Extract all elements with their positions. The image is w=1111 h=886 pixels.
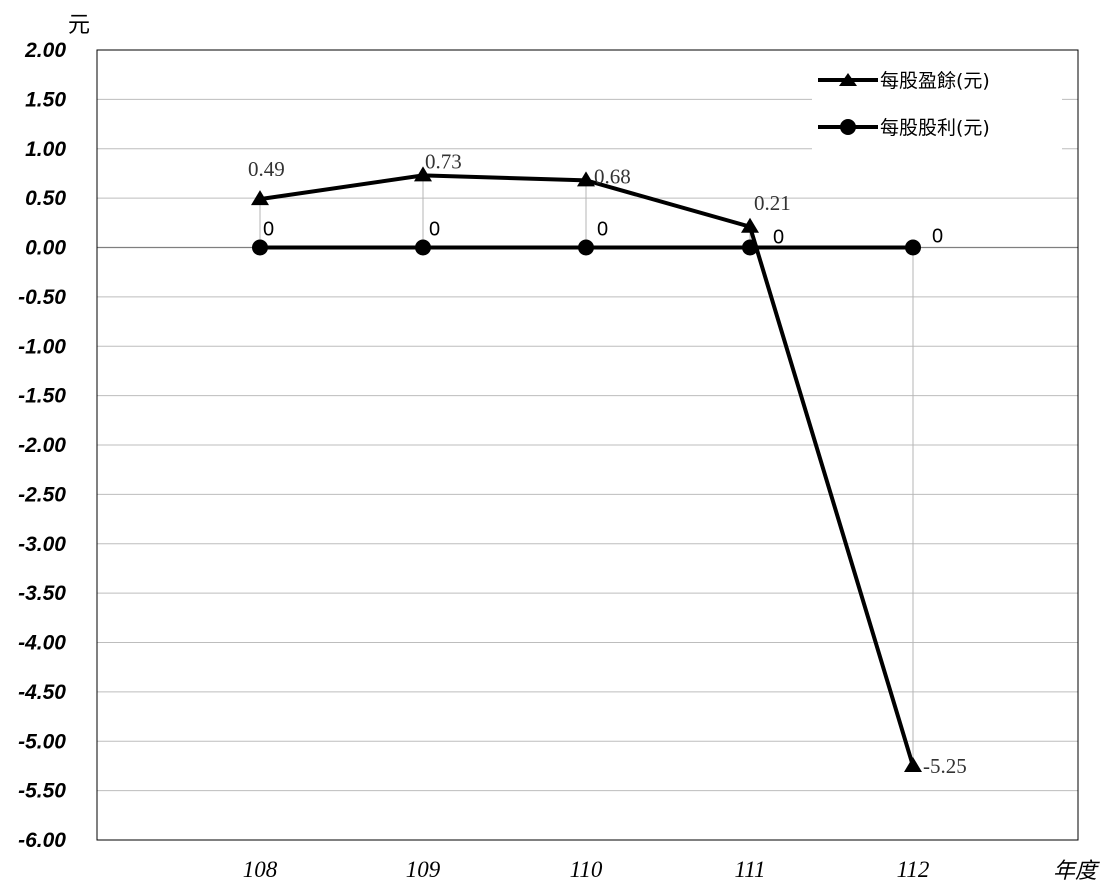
y-tick-label: -2.50: [18, 483, 66, 506]
legend-div-marker: [840, 119, 856, 135]
y-tick-label: -4.00: [18, 632, 66, 655]
y-tick-label: -2.00: [18, 434, 66, 457]
y-tick-label: 2.00: [24, 39, 66, 62]
x-axis-unit: 年度: [1053, 859, 1100, 884]
series-eps-point: [741, 217, 759, 233]
dividend-data-label: 0: [597, 219, 608, 241]
y-tick-label: -6.00: [18, 829, 66, 852]
dividend-data-label: 0: [773, 227, 784, 249]
series-dividend-point: [905, 239, 921, 256]
eps-data-label: 0.49: [248, 157, 285, 181]
drop-lines: [259, 175, 914, 766]
series-eps-point: [414, 166, 432, 182]
y-tick-label: -3.00: [18, 533, 66, 556]
legend-eps-label: 每股盈餘(元): [880, 70, 990, 92]
x-tick-label: 112: [897, 857, 930, 882]
y-tick-labels: 2.00 1.50 1.00 0.50 0.00 -0.50 -1.00 -1.50 -2.00…: [18, 39, 66, 852]
series-eps-point: [577, 171, 595, 187]
eps-data-label: -5.25: [923, 754, 967, 778]
x-tick-label: 110: [570, 857, 603, 882]
eps-data-label: 0.21: [754, 191, 791, 215]
x-tick-label: 111: [734, 857, 765, 882]
dividend-data-label: 0: [263, 219, 274, 241]
y-tick-label: -5.50: [18, 780, 66, 803]
dividend-data-label: 0: [932, 226, 943, 248]
y-tick-label: -5.00: [18, 730, 66, 753]
series-dividend-point: [252, 239, 268, 256]
plot-frame: [96, 49, 1079, 841]
legend-box: [812, 58, 1062, 160]
x-tick-label: 108: [243, 857, 278, 882]
series-dividend-point: [578, 239, 594, 256]
y-tick-label: -1.00: [18, 335, 66, 358]
y-tick-label: 1.50: [25, 88, 66, 111]
y-tick-label: -3.50: [18, 582, 66, 605]
legend-eps-marker: [839, 73, 857, 86]
y-tick-label: 1.00: [25, 138, 66, 161]
y-tick-label: -0.50: [18, 286, 66, 309]
eps-data-label: 0.68: [594, 164, 631, 188]
series-eps-line: [259, 173, 915, 767]
series-dividend-point: [415, 239, 431, 256]
y-tick-label: 0.00: [25, 237, 66, 260]
y-tick-label: 0.50: [25, 187, 66, 210]
series-eps-point: [251, 190, 269, 206]
y-tick-label: -4.50: [18, 681, 66, 704]
dividend-data-label: 0: [429, 219, 440, 241]
x-tick-label: 109: [406, 857, 441, 882]
y-axis-unit: 元: [68, 13, 90, 38]
legend-div-label: 每股股利(元): [880, 117, 990, 139]
x-tick-labels: 108 109 110 111 112: [243, 857, 930, 882]
y-tick-label: -1.50: [18, 385, 66, 408]
series-layer: 0.49 0.73 0.68 0.21 -5.25 0 0 0 0 0: [248, 149, 967, 778]
series-eps-point: [904, 756, 922, 772]
legend: 每股盈餘(元) 每股股利(元): [812, 58, 1062, 160]
eps-data-label: 0.73: [425, 149, 462, 173]
grid: [97, 49, 1078, 841]
